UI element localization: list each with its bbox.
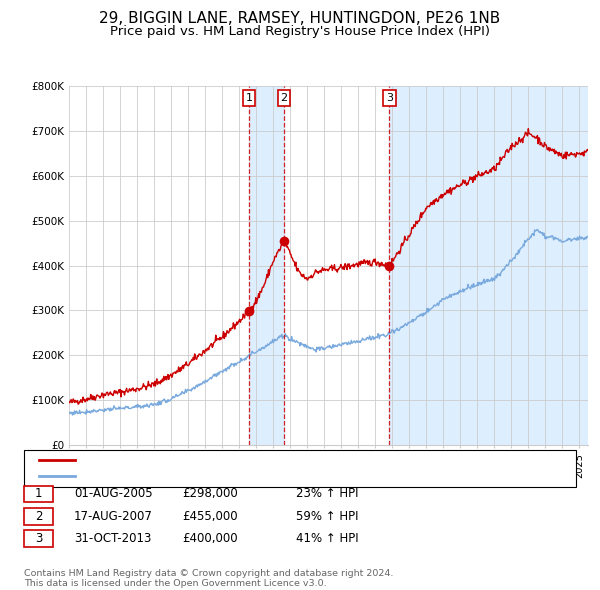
- Text: HPI: Average price, detached house, Huntingdonshire: HPI: Average price, detached house, Hunt…: [80, 471, 373, 481]
- Text: 2: 2: [35, 510, 42, 523]
- Text: 31-OCT-2013: 31-OCT-2013: [74, 532, 151, 545]
- Text: 59% ↑ HPI: 59% ↑ HPI: [296, 510, 358, 523]
- Text: 2: 2: [280, 93, 287, 103]
- Text: 1: 1: [35, 487, 42, 500]
- Text: 3: 3: [386, 93, 393, 103]
- Text: 01-AUG-2005: 01-AUG-2005: [74, 487, 152, 500]
- Text: Contains HM Land Registry data © Crown copyright and database right 2024.: Contains HM Land Registry data © Crown c…: [24, 569, 394, 578]
- Text: 3: 3: [35, 532, 42, 545]
- Text: Price paid vs. HM Land Registry's House Price Index (HPI): Price paid vs. HM Land Registry's House …: [110, 25, 490, 38]
- Text: 23% ↑ HPI: 23% ↑ HPI: [296, 487, 358, 500]
- Text: £455,000: £455,000: [182, 510, 238, 523]
- Bar: [249, 86, 284, 445]
- Text: £298,000: £298,000: [182, 487, 238, 500]
- Text: This data is licensed under the Open Government Licence v3.0.: This data is licensed under the Open Gov…: [24, 579, 326, 588]
- Text: 17-AUG-2007: 17-AUG-2007: [74, 510, 152, 523]
- Text: 1: 1: [245, 93, 253, 103]
- Text: £400,000: £400,000: [182, 532, 238, 545]
- Text: 41% ↑ HPI: 41% ↑ HPI: [296, 532, 358, 545]
- Text: 29, BIGGIN LANE, RAMSEY, HUNTINGDON, PE26 1NB (detached house): 29, BIGGIN LANE, RAMSEY, HUNTINGDON, PE2…: [80, 455, 467, 465]
- Text: 29, BIGGIN LANE, RAMSEY, HUNTINGDON, PE26 1NB: 29, BIGGIN LANE, RAMSEY, HUNTINGDON, PE2…: [100, 11, 500, 25]
- Bar: [389, 86, 588, 445]
